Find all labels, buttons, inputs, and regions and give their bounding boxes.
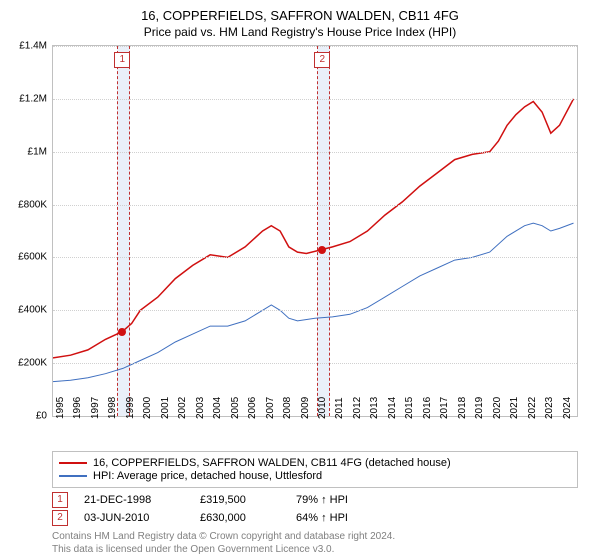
sale-row-marker: 2 bbox=[52, 510, 68, 526]
x-tick-label: 2000 bbox=[142, 397, 153, 419]
x-tick-label: 1997 bbox=[90, 397, 101, 419]
sale-ratio: 64% ↑ HPI bbox=[296, 512, 348, 524]
x-tick-label: 2021 bbox=[509, 397, 520, 419]
y-tick-label: £400K bbox=[18, 305, 47, 316]
x-tick-label: 2003 bbox=[195, 397, 206, 419]
y-tick-label: £0 bbox=[36, 411, 47, 422]
chart-subtitle: Price paid vs. HM Land Registry's House … bbox=[12, 25, 588, 39]
gridline bbox=[53, 257, 577, 258]
attribution-line1: Contains HM Land Registry data © Crown c… bbox=[52, 530, 578, 543]
y-tick-label: £800K bbox=[18, 199, 47, 210]
legend-label: HPI: Average price, detached house, Uttl… bbox=[93, 470, 322, 482]
y-tick-label: £1.4M bbox=[19, 41, 47, 52]
sale-row-marker: 1 bbox=[52, 492, 68, 508]
x-tick-label: 2015 bbox=[404, 397, 415, 419]
y-tick-label: £200K bbox=[18, 358, 47, 369]
x-tick-label: 2008 bbox=[282, 397, 293, 419]
sale-date: 21-DEC-1998 bbox=[84, 494, 184, 506]
x-tick-label: 2001 bbox=[160, 397, 171, 419]
chart-plot-area: £0£200K£400K£600K£800K£1M£1.2M£1.4M 12 bbox=[52, 45, 578, 417]
y-tick-label: £600K bbox=[18, 252, 47, 263]
x-tick-label: 2007 bbox=[265, 397, 276, 419]
x-tick-label: 2022 bbox=[527, 397, 538, 419]
x-tick-label: 2010 bbox=[317, 397, 328, 419]
x-tick-label: 2024 bbox=[562, 397, 573, 419]
sale-row: 1 21-DEC-1998 £319,500 79% ↑ HPI bbox=[52, 492, 578, 508]
attribution-line2: This data is licensed under the Open Gov… bbox=[52, 543, 578, 556]
x-tick-label: 2005 bbox=[230, 397, 241, 419]
x-tick-label: 2019 bbox=[474, 397, 485, 419]
sale-ratio: 79% ↑ HPI bbox=[296, 494, 348, 506]
x-tick-label: 1998 bbox=[107, 397, 118, 419]
gridline bbox=[53, 46, 577, 47]
gridline bbox=[53, 363, 577, 364]
x-tick-label: 2011 bbox=[334, 397, 345, 419]
legend-item: 16, COPPERFIELDS, SAFFRON WALDEN, CB11 4… bbox=[59, 457, 571, 469]
sale-dot bbox=[318, 246, 326, 254]
chart-legend: 16, COPPERFIELDS, SAFFRON WALDEN, CB11 4… bbox=[52, 451, 578, 488]
series-line bbox=[53, 99, 574, 358]
x-tick-label: 2023 bbox=[544, 397, 555, 419]
legend-swatch bbox=[59, 475, 87, 477]
x-tick-label: 1996 bbox=[72, 397, 83, 419]
gridline bbox=[53, 310, 577, 311]
gridline bbox=[53, 99, 577, 100]
legend-label: 16, COPPERFIELDS, SAFFRON WALDEN, CB11 4… bbox=[93, 457, 451, 469]
y-tick-label: £1M bbox=[28, 146, 47, 157]
y-axis-labels: £0£200K£400K£600K£800K£1M£1.2M£1.4M bbox=[13, 46, 49, 416]
y-tick-label: £1.2M bbox=[19, 93, 47, 104]
chart-lines bbox=[53, 46, 577, 416]
sale-marker-label: 1 bbox=[114, 52, 130, 68]
x-tick-label: 1999 bbox=[125, 397, 136, 419]
series-line bbox=[53, 223, 574, 382]
gridline bbox=[53, 205, 577, 206]
sale-date: 03-JUN-2010 bbox=[84, 512, 184, 524]
sale-row: 2 03-JUN-2010 £630,000 64% ↑ HPI bbox=[52, 510, 578, 526]
sale-price: £630,000 bbox=[200, 512, 280, 524]
x-tick-label: 2012 bbox=[352, 397, 363, 419]
x-axis-labels: 1995199619971998199920002001200220032004… bbox=[52, 417, 578, 447]
x-tick-label: 2006 bbox=[247, 397, 258, 419]
sale-dot bbox=[118, 328, 126, 336]
x-tick-label: 2004 bbox=[212, 397, 223, 419]
x-tick-label: 2009 bbox=[300, 397, 311, 419]
attribution-text: Contains HM Land Registry data © Crown c… bbox=[52, 530, 578, 556]
legend-swatch bbox=[59, 462, 87, 464]
gridline bbox=[53, 152, 577, 153]
x-tick-label: 2017 bbox=[439, 397, 450, 419]
x-tick-label: 2002 bbox=[177, 397, 188, 419]
x-tick-label: 2020 bbox=[492, 397, 503, 419]
x-tick-label: 2013 bbox=[369, 397, 380, 419]
x-tick-label: 1995 bbox=[55, 397, 66, 419]
sale-price: £319,500 bbox=[200, 494, 280, 506]
sale-marker-label: 2 bbox=[314, 52, 330, 68]
sales-table: 1 21-DEC-1998 £319,500 79% ↑ HPI 2 03-JUN-201… bbox=[52, 492, 578, 526]
x-tick-label: 2014 bbox=[387, 397, 398, 419]
x-tick-label: 2016 bbox=[422, 397, 433, 419]
legend-item: HPI: Average price, detached house, Uttl… bbox=[59, 470, 571, 482]
x-tick-label: 2018 bbox=[457, 397, 468, 419]
chart-title: 16, COPPERFIELDS, SAFFRON WALDEN, CB11 4… bbox=[12, 8, 588, 23]
